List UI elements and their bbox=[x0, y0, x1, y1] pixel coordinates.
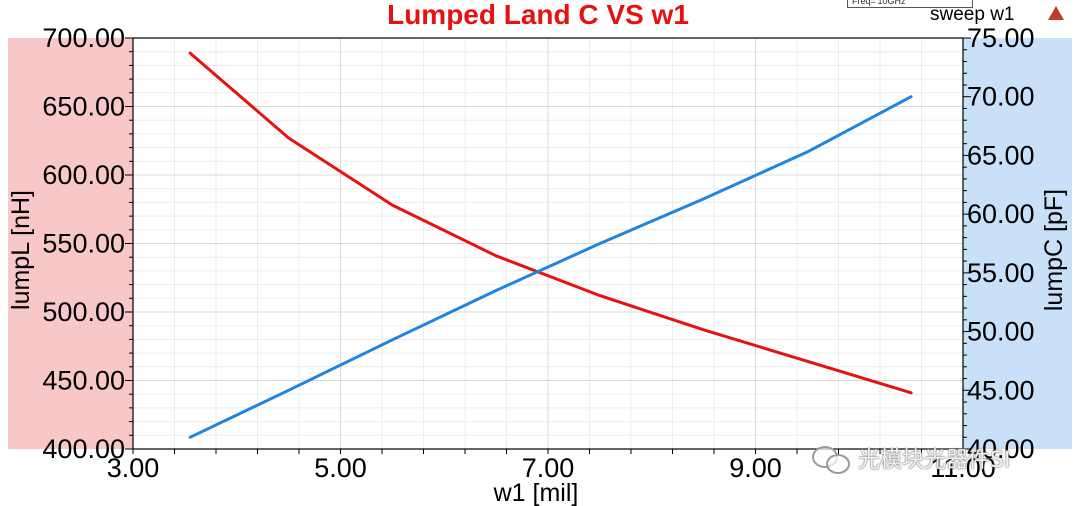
x-tick-label: 11.00 bbox=[930, 453, 996, 483]
x-tick-label: 9.00 bbox=[729, 453, 782, 483]
frequency-legend-box: Freq='10GHz' bbox=[847, 0, 973, 8]
y-tick-label: 700.00 bbox=[42, 23, 125, 53]
y-axis-label: lumpL [nH] bbox=[7, 190, 35, 310]
y2-axis-label: lumpC [pF] bbox=[1040, 189, 1068, 311]
x-tick-label: 5.00 bbox=[314, 453, 367, 483]
y2-tick-label: 65.00 bbox=[967, 140, 1035, 170]
y-tick-label: 650.00 bbox=[42, 92, 125, 122]
series-line-lumpL bbox=[188, 51, 913, 395]
logo-icon bbox=[1048, 6, 1064, 20]
y-tick-label: 400.00 bbox=[42, 434, 125, 464]
y-tick-label: 500.00 bbox=[42, 297, 125, 327]
y-tick-label: 600.00 bbox=[42, 160, 125, 190]
x-axis-label: w1 [mil] bbox=[493, 479, 579, 506]
right-axis-band bbox=[963, 38, 1072, 449]
y2-tick-label: 55.00 bbox=[967, 258, 1035, 288]
y-tick-label: 450.00 bbox=[42, 366, 125, 396]
left-axis-band bbox=[8, 38, 133, 449]
wechat-icon bbox=[812, 444, 850, 474]
watermark: 光模块光器件SI bbox=[812, 442, 1010, 474]
y2-tick-label: 75.00 bbox=[967, 23, 1035, 53]
y2-tick-label: 40.00 bbox=[967, 434, 1035, 464]
x-tick-label: 3.00 bbox=[107, 453, 160, 483]
y2-tick-label: 45.00 bbox=[967, 375, 1035, 405]
watermark-text: 光模块光器件SI bbox=[858, 448, 1011, 473]
y2-tick-label: 50.00 bbox=[967, 317, 1035, 347]
y-tick-label: 550.00 bbox=[42, 229, 125, 259]
y2-tick-label: 60.00 bbox=[967, 199, 1035, 229]
y2-tick-label: 70.00 bbox=[967, 82, 1035, 112]
series-line-lumpC bbox=[188, 95, 913, 439]
sweep-label: sweep w1 bbox=[930, 4, 1015, 25]
x-tick-label: 7.00 bbox=[522, 453, 575, 483]
chart-title: Lumped Land C VS w1 bbox=[387, 0, 689, 30]
